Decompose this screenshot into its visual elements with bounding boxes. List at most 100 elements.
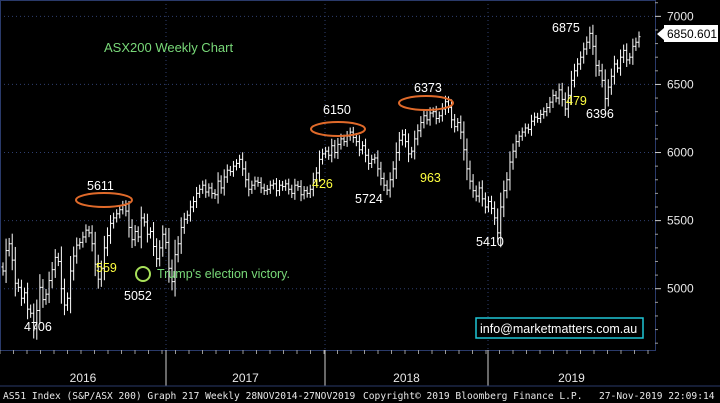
ohlc-bar bbox=[145, 213, 149, 243]
move-label-559: 559 bbox=[96, 261, 117, 275]
ohlc-bar bbox=[471, 174, 475, 198]
ohlc-bar bbox=[161, 225, 165, 257]
y-tick-label: 5500 bbox=[667, 214, 694, 228]
ohlc-bar bbox=[508, 151, 512, 191]
ohlc-bar bbox=[191, 196, 195, 213]
price-bars bbox=[1, 24, 641, 340]
ohlc-bar bbox=[268, 180, 272, 194]
ohlc-bar bbox=[84, 224, 88, 243]
ohlc-bar bbox=[13, 246, 17, 297]
ohlc-bar bbox=[130, 219, 134, 248]
last-price-arrow bbox=[657, 28, 664, 40]
ohlc-bar bbox=[394, 142, 398, 179]
ohlc-bar bbox=[105, 227, 109, 257]
ohlc-bar bbox=[7, 237, 11, 257]
ohlc-bar bbox=[486, 196, 490, 213]
ohlc-bar bbox=[517, 130, 521, 147]
ohlc-bar bbox=[609, 68, 613, 95]
ohlc-bar bbox=[502, 180, 506, 218]
ohlc-bar bbox=[198, 184, 202, 198]
ohlc-bar bbox=[465, 138, 469, 181]
highlight-ellipse-6150 bbox=[310, 121, 366, 137]
y-tick-label: 6500 bbox=[667, 77, 694, 91]
ohlc-bar bbox=[66, 292, 70, 311]
ohlc-bar bbox=[330, 138, 334, 163]
ohlc-bar bbox=[164, 227, 168, 249]
ohlc-bar bbox=[370, 154, 374, 169]
ohlc-bar bbox=[173, 239, 177, 297]
ohlc-bar bbox=[29, 304, 33, 318]
ohlc-bar bbox=[588, 26, 592, 49]
ohlc-bar bbox=[579, 51, 583, 70]
ohlc-bar bbox=[262, 183, 266, 195]
ohlc-bar bbox=[311, 172, 315, 197]
ohlc-bar bbox=[554, 91, 558, 103]
ohlc-bar bbox=[59, 246, 63, 304]
footer-copyright: Copyright© 2019 Bloomberg Finance L.P. bbox=[363, 391, 583, 402]
ohlc-bar bbox=[259, 177, 263, 194]
value-label-5052: 5052 bbox=[124, 289, 152, 303]
y-tick-label: 6000 bbox=[667, 146, 694, 160]
ohlc-bar bbox=[563, 92, 567, 116]
ohlc-bar bbox=[505, 172, 509, 199]
move-label-479: 479 bbox=[566, 94, 587, 108]
ohlc-bar bbox=[155, 238, 159, 268]
value-label-5611: 5611 bbox=[87, 179, 114, 193]
ohlc-bar bbox=[204, 179, 208, 198]
last-price-tag: 6850.601 bbox=[657, 25, 718, 42]
ohlc-bar bbox=[284, 179, 288, 191]
ohlc-bar bbox=[453, 114, 457, 133]
ohlc-bar bbox=[376, 150, 380, 177]
ohlc-bar bbox=[379, 161, 383, 186]
highlight-ellipse-5611 bbox=[75, 192, 133, 208]
ohlc-bar bbox=[44, 288, 48, 305]
ohlc-bar bbox=[385, 180, 389, 196]
ohlc-bar bbox=[256, 176, 260, 187]
footer-timestamp: 27-Nov-2019 22:09:14 bbox=[599, 391, 715, 402]
ohlc-bar bbox=[407, 133, 411, 163]
ohlc-bar bbox=[112, 212, 116, 229]
ohlc-bar bbox=[526, 123, 530, 134]
ohlc-bar bbox=[222, 169, 226, 196]
ohlc-bar bbox=[523, 123, 527, 137]
value-label-6373: 6373 bbox=[414, 81, 442, 95]
ohlc-bar bbox=[557, 83, 561, 105]
ohlc-bar bbox=[81, 231, 85, 248]
ohlc-bar bbox=[456, 117, 460, 132]
y-tick-label: 7000 bbox=[667, 9, 694, 23]
ohlc-bar bbox=[305, 186, 309, 198]
ohlc-bar bbox=[410, 146, 414, 159]
ohlc-bar bbox=[317, 150, 321, 182]
y-axis: 5000 5500 6000 6500 7000 bbox=[655, 2, 694, 344]
ohlc-bar bbox=[271, 179, 275, 190]
contact-email[interactable]: info@marketmatters.com.au bbox=[480, 322, 637, 336]
value-label-6875: 6875 bbox=[552, 21, 580, 35]
ohlc-bar bbox=[142, 213, 146, 227]
ohlc-bar bbox=[247, 172, 251, 197]
ohlc-bar bbox=[631, 38, 635, 65]
ohlc-bar bbox=[139, 206, 143, 249]
value-label-5724: 5724 bbox=[355, 192, 383, 206]
ohlc-bar bbox=[293, 178, 297, 200]
ohlc-bar bbox=[600, 63, 604, 88]
ohlc-bar bbox=[397, 131, 401, 161]
ohlc-bar bbox=[213, 189, 217, 200]
ohlc-bar bbox=[148, 227, 152, 239]
ohlc-bar bbox=[474, 185, 478, 202]
ohlc-bar bbox=[179, 217, 183, 254]
ohlc-bar bbox=[69, 255, 73, 314]
ohlc-bar bbox=[47, 271, 51, 304]
ohlc-bar bbox=[302, 186, 306, 200]
ohlc-bar bbox=[102, 235, 106, 281]
ohlc-bar bbox=[136, 226, 140, 243]
ohlc-bar bbox=[115, 209, 119, 223]
ohlc-bar bbox=[606, 79, 610, 107]
ohlc-bar bbox=[176, 236, 180, 263]
ohlc-bar bbox=[72, 246, 76, 281]
x-tick-label: 2016 bbox=[70, 371, 97, 385]
x-axis: 2016 2017 2018 2019 bbox=[0, 350, 649, 386]
last-price-box bbox=[664, 25, 718, 42]
ohlc-bar bbox=[321, 148, 325, 165]
ohlc-bar bbox=[493, 201, 497, 225]
